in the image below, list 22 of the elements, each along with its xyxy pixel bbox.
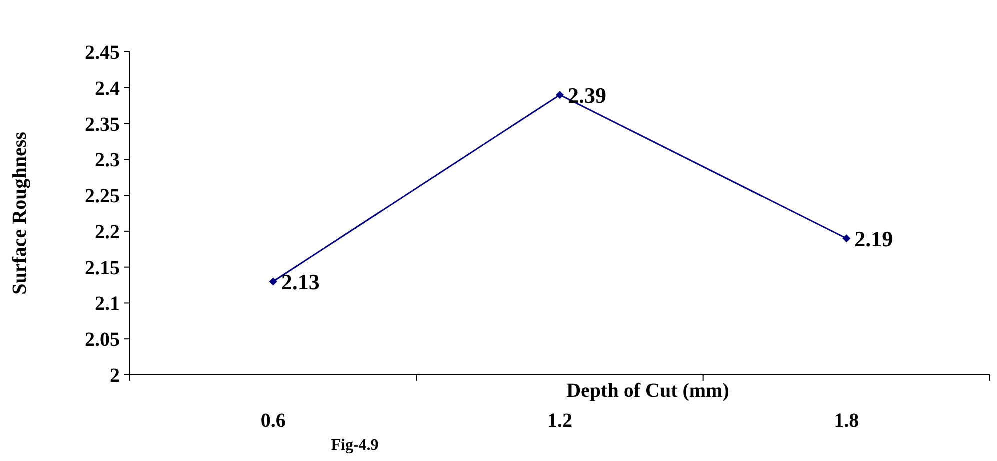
y-tick-label: 2.3 [95, 150, 120, 172]
x-tick-label: 0.6 [260, 410, 286, 432]
y-tick-label: 2.1 [95, 293, 120, 316]
y-tick-label: 2.4 [95, 78, 120, 100]
x-tick-label: 1.8 [834, 410, 860, 432]
y-tick-label: 2 [110, 365, 120, 387]
y-tick-label: 2.15 [85, 257, 120, 280]
data-label: 2.13 [281, 270, 320, 295]
point [269, 278, 278, 286]
x-tick-label: 1.2 [548, 410, 572, 432]
y-axis-title: Surface Roughness [9, 132, 31, 295]
y-tick-label: 2.35 [85, 114, 120, 136]
y-tick-label: 2.05 [85, 329, 120, 352]
data-label: 2.19 [854, 226, 894, 252]
y-tick-label: 2.45 [85, 42, 120, 64]
x-axis-title: Depth of Cut (mm) [566, 380, 730, 402]
data-label: 2.39 [568, 83, 606, 108]
point [842, 234, 851, 243]
y-tick-label: 2.2 [95, 221, 120, 244]
y-tick-label: 2.25 [85, 186, 120, 208]
point [556, 91, 564, 100]
text: Fig-4.9 [331, 437, 379, 454]
